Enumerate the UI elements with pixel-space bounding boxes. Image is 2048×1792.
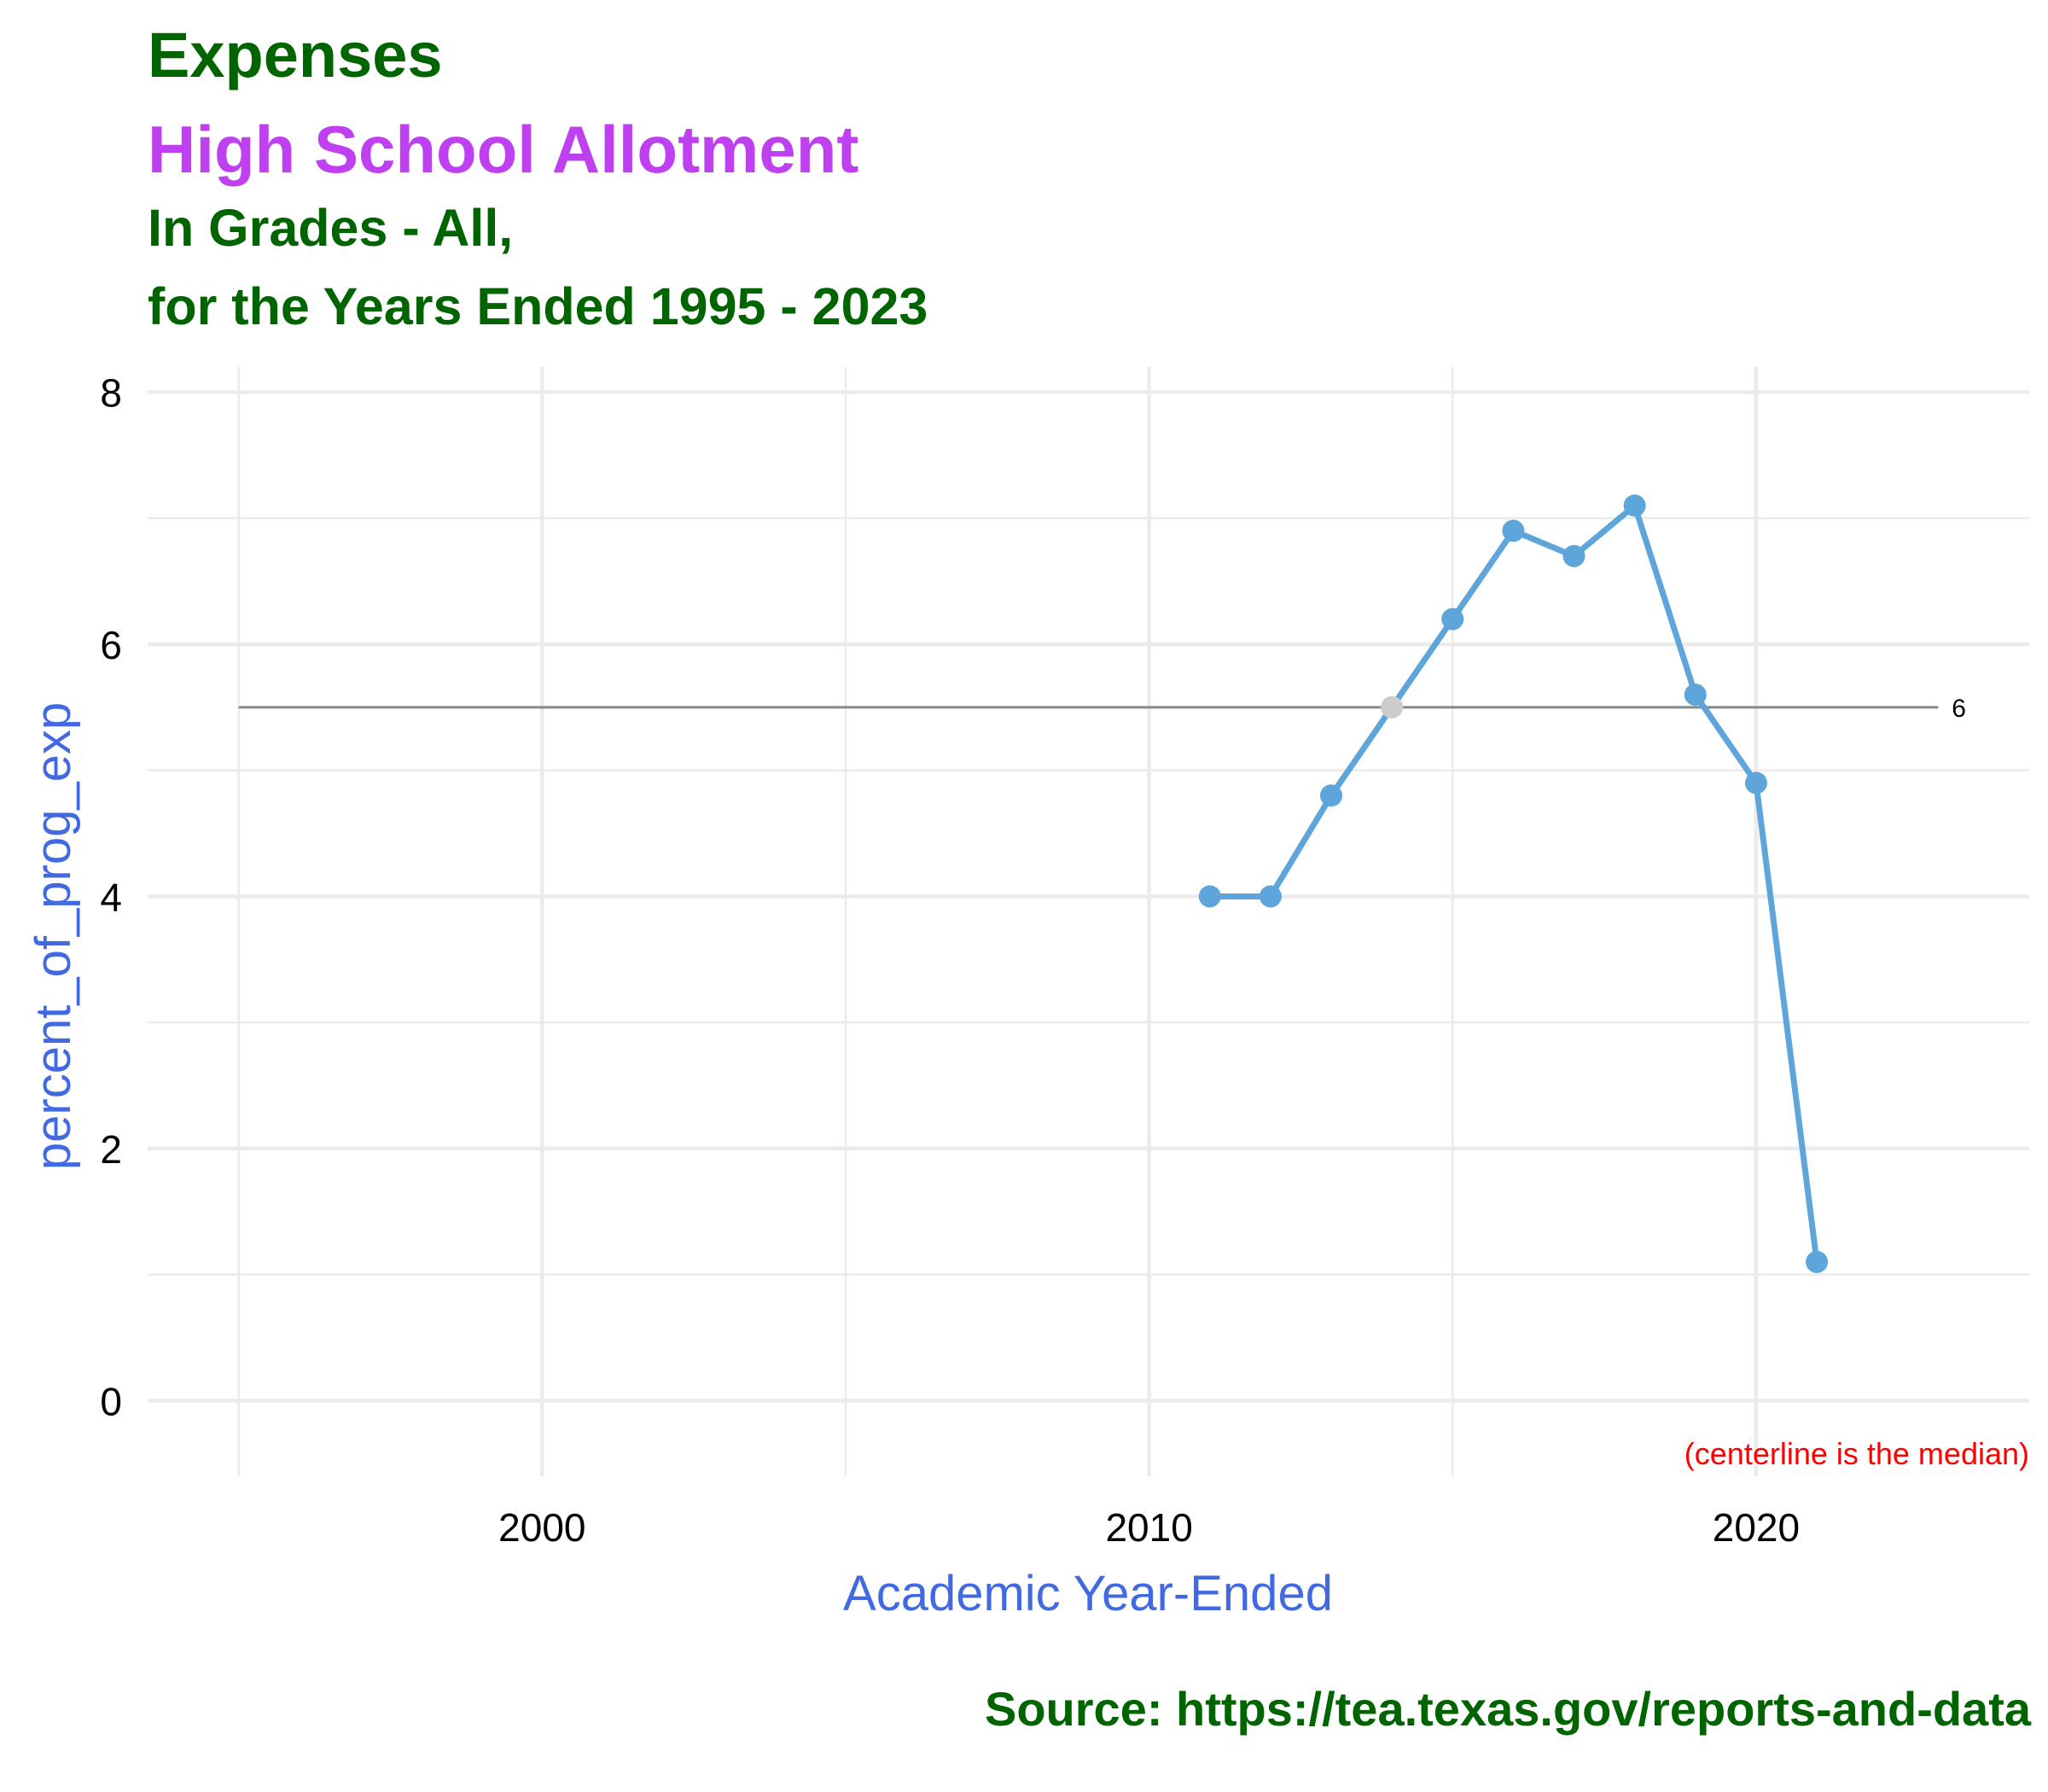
highlight-point <box>1381 695 1404 719</box>
y-tick-label: 4 <box>100 875 122 919</box>
source-caption: Source: https://tea.texas.gov/reports-an… <box>984 1682 2031 1736</box>
chart-subtitle-years: for the Years Ended 1995 - 2023 <box>148 277 928 335</box>
tick-labels: 0 2 4 6 8 2000 2010 2020 <box>100 371 1800 1550</box>
series-group <box>1198 494 1829 1273</box>
median-annotation: (centerline is the median) <box>1684 1436 2029 1471</box>
x-tick-label: 2020 <box>1713 1505 1800 1550</box>
chart-title: Expenses <box>148 20 443 90</box>
y-axis-title: percent_of_prog_exp <box>26 702 81 1170</box>
x-tick-label: 2000 <box>498 1505 585 1550</box>
data-point <box>1684 684 1707 707</box>
data-point <box>1198 885 1221 908</box>
y-tick-label: 2 <box>100 1127 122 1172</box>
chart-subtitle: High School Allotment <box>148 112 859 187</box>
data-point <box>1320 784 1343 807</box>
data-point <box>1562 544 1585 567</box>
y-tick-label: 6 <box>100 623 122 667</box>
centerline-label: 6 <box>1952 695 1966 723</box>
data-point <box>1806 1250 1829 1273</box>
data-point <box>1502 520 1525 543</box>
x-tick-label: 2010 <box>1105 1505 1192 1550</box>
data-point <box>1744 771 1767 794</box>
y-tick-label: 0 <box>100 1379 122 1423</box>
x-axis-title: Academic Year-Ended <box>843 1566 1333 1621</box>
y-tick-label: 8 <box>100 371 122 416</box>
data-point <box>1623 494 1646 517</box>
data-point <box>1441 608 1464 631</box>
centerline-group: 6 <box>238 695 1966 723</box>
chart-subtitle-grades: In Grades - All, <box>148 199 514 257</box>
grid <box>148 367 2029 1476</box>
data-point <box>1259 885 1282 908</box>
